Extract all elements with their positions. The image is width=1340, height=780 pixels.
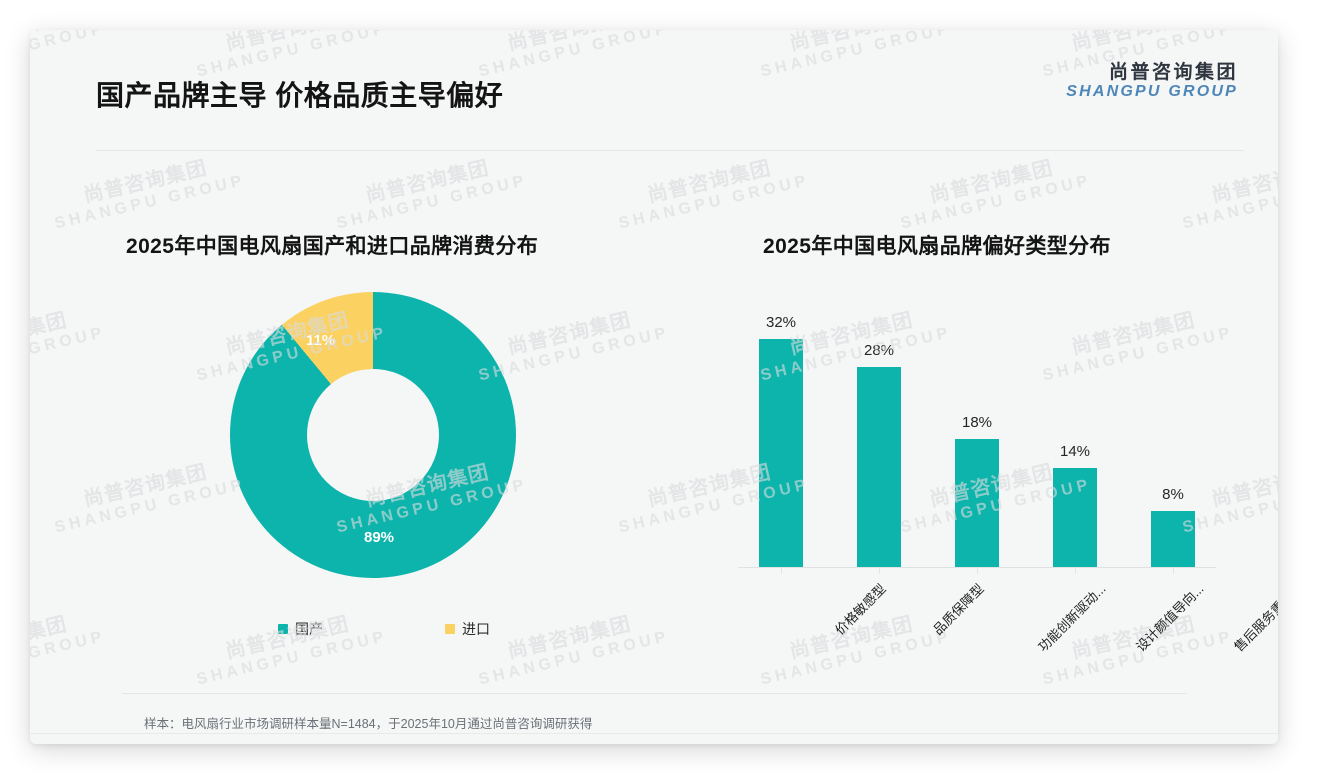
- legend-label-domestic: 国产: [295, 621, 323, 637]
- bar-rect[interactable]: [759, 339, 803, 568]
- donut-hole: [307, 369, 439, 501]
- legend-label-imported: 进口: [462, 621, 490, 637]
- bar-category-label: 售后服务重视...: [1231, 581, 1278, 655]
- brand-name-cn: 尚普咨询集团: [1108, 62, 1238, 83]
- bar-axis-tick: [1173, 568, 1174, 574]
- bar-axis-tick: [781, 568, 782, 574]
- right-chart-title: 2025年中国电风扇品牌偏好类型分布: [763, 235, 1111, 258]
- legend-item-domestic[interactable]: 国产: [278, 619, 323, 639]
- bar-category-label: 品质保障型: [930, 581, 987, 638]
- bar-column[interactable]: 8%: [1151, 310, 1195, 568]
- donut-slice-label-domestic: 89%: [364, 529, 395, 546]
- bar-category-label: 功能创新驱动...: [1035, 581, 1109, 655]
- donut-slice-label-imported: 11%: [306, 332, 336, 349]
- left-chart-title: 2025年中国电风扇国产和进口品牌消费分布: [126, 235, 539, 258]
- bar-value-label: 28%: [863, 342, 895, 359]
- brand-name-en: SHANGPU GROUP: [1066, 83, 1238, 101]
- bar-rect[interactable]: [1053, 468, 1097, 568]
- donut-chart: [230, 292, 516, 578]
- bar-column[interactable]: 28%: [857, 310, 901, 568]
- bar-category-label: 价格敏感型: [832, 581, 889, 638]
- header-divider: [96, 150, 1244, 151]
- footer-divider: [30, 733, 1278, 734]
- bar-axis-tick: [1075, 568, 1076, 574]
- footnote: 样本：电风扇行业市场调研样本量N=1484，于2025年10月通过尚普咨询调研获…: [144, 717, 593, 731]
- bar-value-label: 14%: [1059, 443, 1091, 460]
- bar-value-label: 18%: [961, 414, 993, 431]
- legend-swatch-imported: [445, 624, 455, 634]
- bar-column[interactable]: 14%: [1053, 310, 1097, 568]
- bar-value-label: 32%: [765, 314, 797, 331]
- bar-rect[interactable]: [955, 439, 999, 568]
- bar-category-label: 设计颜值导向...: [1133, 581, 1207, 655]
- bar-value-label: 8%: [1162, 486, 1184, 503]
- page-title: 国产品牌主导 价格品质主导偏好: [96, 80, 504, 111]
- bar-column[interactable]: 32%: [759, 310, 803, 568]
- legend-swatch-domestic: [278, 624, 288, 634]
- bar-column[interactable]: 18%: [955, 310, 999, 568]
- bar-axis-tick: [879, 568, 880, 574]
- bar-chart-baseline: [738, 567, 1216, 568]
- slide-header: 国产品牌主导 价格品质主导偏好 尚普咨询集团 SHANGPU GROUP: [30, 30, 1278, 122]
- bar-chart: 32% 28% 18% 14% 8%: [738, 310, 1218, 568]
- brand-logo: 尚普咨询集团 SHANGPU GROUP: [1066, 62, 1238, 101]
- footnote-divider: [122, 693, 1187, 694]
- bar-rect[interactable]: [857, 367, 901, 568]
- bar-rect[interactable]: [1151, 511, 1195, 568]
- donut-legend: 国产 进口: [278, 619, 490, 639]
- legend-item-imported[interactable]: 进口: [445, 619, 490, 639]
- bar-axis-tick: [977, 568, 978, 574]
